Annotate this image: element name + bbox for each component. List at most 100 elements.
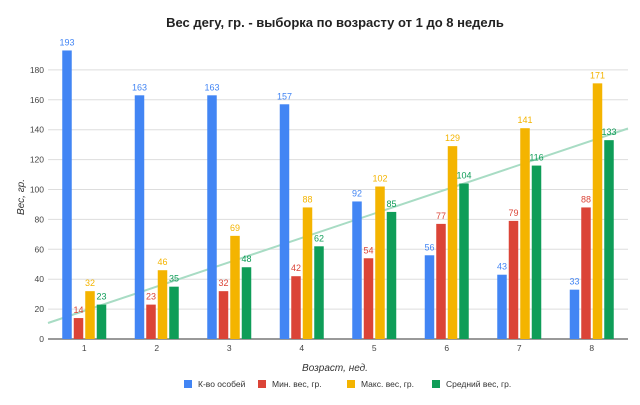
y-tick-label: 60: [35, 244, 45, 254]
y-tick-label: 0: [39, 334, 44, 344]
bar: [96, 304, 107, 339]
bar: [581, 207, 591, 339]
data-label: 85: [386, 199, 396, 209]
legend: К-во особей Мин. вес, гр. Макс. вес, гр. Ср…: [184, 379, 511, 389]
legend-swatch: [184, 380, 192, 388]
data-label: 32: [85, 278, 95, 288]
bar: [157, 270, 168, 339]
bar: [459, 183, 469, 339]
grid-layer: 0 20 40 60 80 100 120 140 160 180: [30, 65, 628, 344]
data-label: 133: [601, 127, 616, 137]
legend-swatch: [432, 380, 440, 388]
data-label: 104: [456, 171, 471, 181]
y-tick-label: 100: [30, 185, 44, 195]
data-label: 193: [59, 37, 74, 47]
legend-label: Мин. вес, гр.: [272, 379, 322, 389]
legend-swatch: [347, 380, 355, 388]
bars-layer: [62, 50, 614, 340]
bar: [279, 104, 290, 339]
bar: [146, 304, 156, 339]
bar: [302, 207, 313, 339]
bar: [604, 140, 614, 339]
x-tick-label: 4: [299, 343, 304, 353]
data-label: 42: [291, 263, 301, 273]
data-label: 79: [508, 208, 518, 218]
bar: [386, 211, 397, 339]
y-tick-label: 160: [30, 95, 44, 105]
x-tick-label: 6: [444, 343, 449, 353]
bar: [592, 83, 603, 339]
data-label: 69: [230, 223, 240, 233]
bar: [375, 186, 385, 339]
data-label: 46: [157, 257, 167, 267]
x-tick-label: 8: [589, 343, 594, 353]
bar: [291, 276, 301, 339]
data-label: 88: [581, 194, 591, 204]
y-tick-label: 80: [35, 214, 45, 224]
bar: [314, 246, 324, 339]
data-label: 14: [73, 305, 83, 315]
data-label: 54: [363, 245, 373, 255]
y-tick-label: 140: [30, 125, 44, 135]
x-tick-label: 1: [82, 343, 87, 353]
x-tick-label: 7: [517, 343, 522, 353]
data-label: 171: [590, 70, 605, 80]
bar: [230, 235, 240, 339]
bar: [73, 318, 84, 339]
data-labels-layer: 1931432231632346351633269481574288629254…: [59, 37, 616, 315]
data-label: 92: [352, 188, 362, 198]
legend-label: К-во особей: [198, 379, 246, 389]
bar: [218, 291, 229, 339]
data-label: 33: [569, 277, 579, 287]
data-label: 23: [96, 292, 106, 302]
y-tick-label: 40: [35, 274, 45, 284]
trendline-layer: [47, 127, 629, 324]
bar: [520, 128, 530, 339]
bar: [169, 286, 179, 339]
data-label: 23: [146, 292, 156, 302]
bar: [508, 220, 519, 339]
data-label: 116: [529, 153, 543, 163]
data-label: 62: [314, 233, 324, 243]
data-label: 32: [218, 278, 228, 288]
x-tick-label: 2: [154, 343, 159, 353]
bar: [207, 95, 217, 339]
trendline: [47, 127, 629, 324]
bar: [241, 267, 252, 339]
legend-label: Средний вес, гр.: [446, 379, 511, 389]
bar: [497, 274, 507, 339]
y-tick-label: 20: [35, 304, 45, 314]
data-label: 88: [302, 194, 312, 204]
data-label: 35: [169, 274, 179, 284]
legend-swatch: [258, 380, 266, 388]
data-label: 129: [445, 133, 460, 143]
bar: [569, 289, 580, 339]
data-label: 163: [132, 82, 147, 92]
bar: [363, 258, 374, 339]
y-tick-label: 180: [30, 65, 44, 75]
x-tick-label: 5: [372, 343, 377, 353]
bar: [352, 201, 362, 339]
x-ticks-layer: 1 2 3 4 5 6 7 8: [82, 343, 595, 353]
bar: [424, 255, 435, 339]
x-tick-label: 3: [227, 343, 232, 353]
y-axis-title: Вес, гр.: [16, 179, 27, 215]
bar: [62, 50, 72, 340]
bar: [447, 146, 458, 339]
data-label: 56: [424, 242, 434, 252]
chart-title: Вес дегу, гр. - выборка по возрасту от 1…: [166, 15, 504, 30]
data-label: 43: [497, 262, 507, 272]
data-label: 157: [277, 91, 292, 101]
x-axis-title: Возраст, нед.: [302, 363, 368, 374]
data-label: 141: [517, 115, 532, 125]
y-tick-label: 120: [30, 155, 44, 165]
data-label: 77: [436, 211, 446, 221]
data-label: 163: [204, 82, 219, 92]
data-label: 48: [241, 254, 251, 264]
bar: [436, 223, 446, 339]
bar: [531, 165, 542, 339]
bar: [85, 291, 95, 339]
data-label: 102: [372, 174, 387, 184]
bar: [134, 95, 145, 339]
